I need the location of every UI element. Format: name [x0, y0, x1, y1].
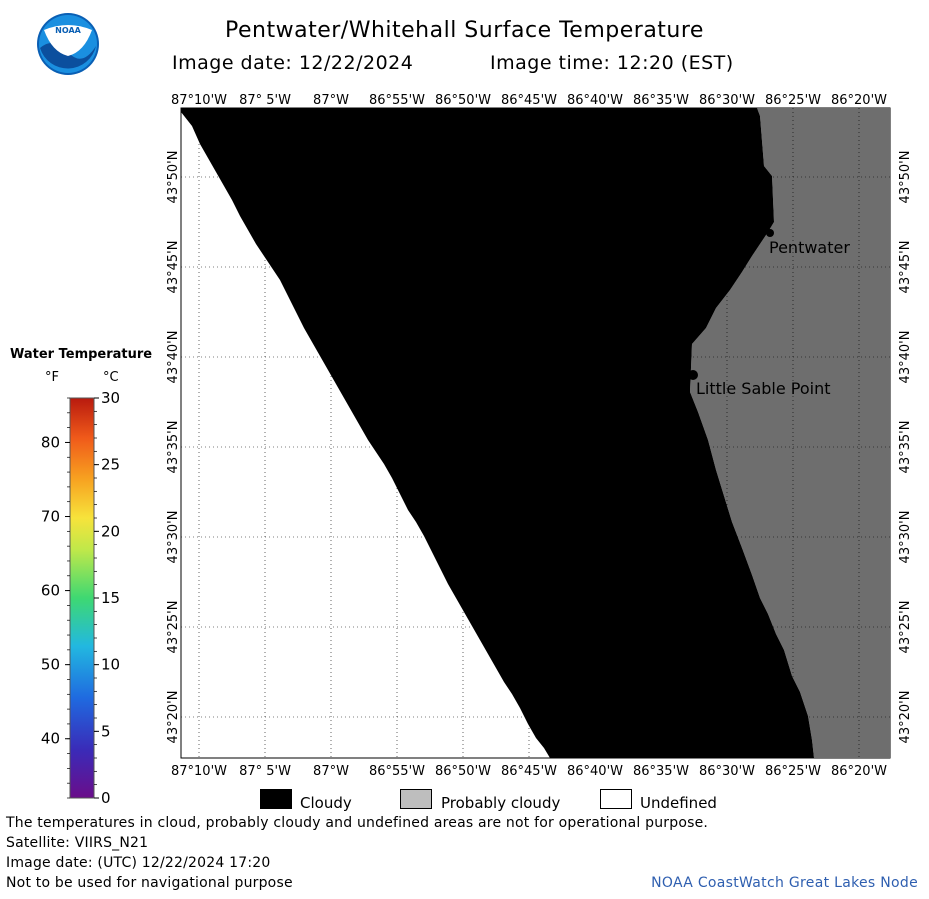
latitude-label-right: 43°50'N	[898, 151, 913, 204]
scale-label-f: 80	[41, 433, 60, 451]
latitude-label-left: 43°30'N	[166, 511, 181, 564]
scale-label-c: 0	[101, 789, 111, 807]
image-date: Image date: 12/22/2024	[172, 52, 414, 74]
longitude-label-bottom: 87° 5'W	[239, 764, 291, 779]
satellite-text: Satellite: VIIRS_N21	[6, 835, 149, 851]
place-label-little-sable-point: Little Sable Point	[696, 379, 831, 398]
latitude-label-right: 43°30'N	[898, 511, 913, 564]
place-label-pentwater: Pentwater	[769, 238, 850, 257]
scale-label-f: 40	[41, 730, 60, 748]
scale-label-c: 30	[101, 390, 120, 407]
longitude-label-bottom: 86°20'W	[831, 764, 887, 779]
latitude-label-right: 43°45'N	[898, 241, 913, 294]
cloud-area	[181, 108, 814, 758]
image-time: Image time: 12:20 (EST)	[490, 52, 734, 74]
longitude-label-top: 86°20'W	[831, 93, 887, 108]
key-swatch-undefined	[600, 789, 632, 809]
scale-label-c: 25	[101, 456, 120, 474]
pentwater-marker	[766, 229, 774, 237]
latitude-label-left: 43°35'N	[166, 421, 181, 474]
noaa-logo: NOAA	[37, 13, 99, 75]
latitude-label-left: 43°50'N	[166, 151, 181, 204]
longitude-label-bottom: 86°40'W	[567, 764, 623, 779]
longitude-label-top: 86°30'W	[699, 93, 755, 108]
scale-label-c: 5	[101, 722, 111, 740]
longitude-label-top: 86°55'W	[369, 93, 425, 108]
latitude-label-right: 43°40'N	[898, 331, 913, 384]
longitude-label-bottom: 87°10'W	[171, 764, 227, 779]
key-label-cloudy: Cloudy	[300, 794, 352, 812]
longitude-label-top: 87° 5'W	[239, 93, 291, 108]
navigation-warning: Not to be used for navigational purpose	[6, 875, 293, 891]
longitude-label-top: 87°W	[313, 93, 349, 108]
scale-label-f: 60	[41, 582, 60, 600]
longitude-label-bottom: 86°35'W	[633, 764, 689, 779]
key-swatch-probably-cloudy	[400, 789, 432, 809]
longitude-label-bottom: 86°30'W	[699, 764, 755, 779]
legend-title: Water Temperature	[10, 347, 153, 362]
longitude-label-top: 86°25'W	[765, 93, 821, 108]
legend-unit-f: °F	[45, 370, 59, 385]
logo-text: NOAA	[55, 26, 81, 35]
longitude-label-bottom: 86°55'W	[369, 764, 425, 779]
longitude-label-bottom: 86°45'W	[501, 764, 557, 779]
longitude-label-top: 86°50'W	[435, 93, 491, 108]
scale-label-f: 50	[41, 656, 60, 674]
map-title: Pentwater/Whitehall Surface Temperature	[225, 18, 704, 43]
latitude-label-right: 43°25'N	[898, 601, 913, 654]
disclaimer-text: The temperatures in cloud, probably clou…	[6, 815, 709, 831]
longitude-label-top: 86°40'W	[567, 93, 623, 108]
latitude-label-left: 43°25'N	[166, 601, 181, 654]
little-sable-point-marker	[688, 370, 698, 380]
key-label-undefined: Undefined	[640, 794, 717, 812]
latitude-label-left: 43°45'N	[166, 241, 181, 294]
scale-label-c: 10	[101, 656, 120, 674]
utc-date-text: Image date: (UTC) 12/22/2024 17:20	[6, 855, 271, 871]
longitude-label-bottom: 87°W	[313, 764, 349, 779]
land-area	[690, 108, 890, 758]
longitude-label-top: 87°10'W	[171, 93, 227, 108]
credit-text: NOAA CoastWatch Great Lakes Node	[651, 875, 918, 891]
key-label-probably-cloudy: Probably cloudy	[441, 794, 561, 812]
latitude-label-left: 43°20'N	[166, 691, 181, 744]
longitude-label-bottom: 86°25'W	[765, 764, 821, 779]
latitude-label-right: 43°20'N	[898, 691, 913, 744]
scale-label-c: 20	[101, 522, 120, 540]
latitude-label-left: 43°40'N	[166, 331, 181, 384]
longitude-label-bottom: 86°50'W	[435, 764, 491, 779]
color-bar	[69, 397, 95, 799]
key-swatch-cloudy	[260, 789, 292, 809]
longitude-label-top: 86°35'W	[633, 93, 689, 108]
legend-unit-c: °C	[103, 370, 119, 385]
scale-label-f: 70	[41, 508, 60, 526]
longitude-label-top: 86°45'W	[501, 93, 557, 108]
latitude-label-right: 43°35'N	[898, 421, 913, 474]
scale-label-c: 15	[101, 589, 120, 607]
